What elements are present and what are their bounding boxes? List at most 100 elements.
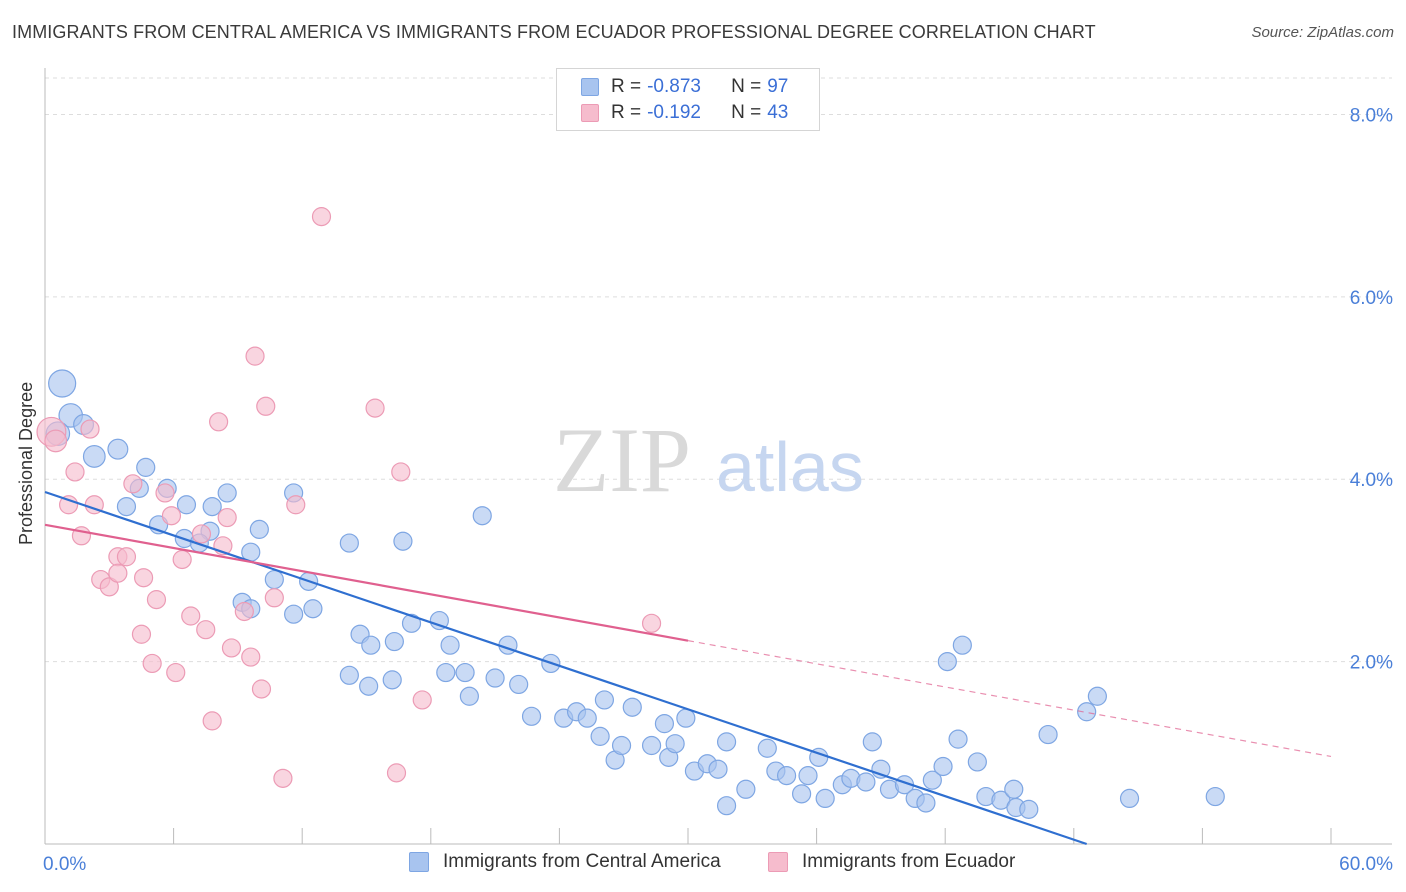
n-label: N = <box>731 102 762 123</box>
y-tick-label: 6.0% <box>1350 288 1393 309</box>
central-america-point <box>1119 788 1140 809</box>
central-america-point <box>1019 799 1039 819</box>
pink-swatch <box>581 104 599 122</box>
central-america-point <box>401 613 422 633</box>
series-central-america-points <box>45 369 1225 819</box>
central-america-point <box>509 674 529 695</box>
legend-row-central-america: R = -0.873 N = 97 <box>581 75 788 99</box>
ecuador-point <box>386 763 407 783</box>
ecuador-point <box>99 577 119 597</box>
ecuador-point <box>191 524 212 544</box>
r-value: -0.873 <box>647 76 701 97</box>
central-america-point <box>862 732 882 752</box>
central-america-point <box>1087 686 1107 706</box>
central-america-point <box>916 793 936 813</box>
central-america-point <box>922 770 942 790</box>
r-value: -0.192 <box>647 102 701 123</box>
series-ecuador-points <box>36 207 662 788</box>
ecuador-point <box>196 620 216 640</box>
watermark-zip: ZIP <box>553 409 691 511</box>
ecuador-point <box>241 647 261 667</box>
x-tick-label: 0.0% <box>43 854 86 875</box>
central-america-point <box>359 676 379 696</box>
ecuador-point <box>133 568 154 588</box>
central-america-point <box>136 457 156 477</box>
correlation-legend: R = -0.873 N = 97 R = -0.192 N = 43 <box>556 68 820 131</box>
central-america-point <box>48 369 77 398</box>
ecuador-point <box>365 398 385 418</box>
central-america-point <box>933 756 953 777</box>
central-america-point <box>937 652 957 672</box>
central-america-point <box>798 766 818 786</box>
n-label: N = <box>731 76 762 97</box>
central-america-point <box>590 726 610 746</box>
legend-item-central-america[interactable]: Immigrants from Central America <box>409 851 721 873</box>
ecuador-point <box>172 549 192 570</box>
central-america-point <box>455 662 475 683</box>
central-america-point <box>654 714 675 734</box>
ecuador-point <box>181 606 201 626</box>
central-america-point <box>1077 702 1097 722</box>
central-america-point <box>611 735 632 756</box>
r-label: R = <box>611 76 642 97</box>
central-america-point <box>382 670 402 690</box>
central-america-point <box>665 734 685 754</box>
source-label: Source: ZipAtlas.com <box>1251 24 1394 41</box>
central-america-point <box>815 788 835 809</box>
central-america-point <box>952 635 972 655</box>
central-america-point <box>791 784 812 804</box>
central-america-point <box>1205 786 1225 807</box>
ecuador-point <box>234 601 254 622</box>
central-america-point <box>856 772 876 792</box>
central-america-point <box>641 735 662 756</box>
grid-lines <box>45 77 1392 663</box>
ecuador-point <box>161 506 182 526</box>
legend-item-ecuador[interactable]: Immigrants from Ecuador <box>768 851 1015 873</box>
blue-swatch <box>581 78 599 96</box>
central-america-point <box>339 533 359 553</box>
central-america-point <box>429 610 449 631</box>
trend-line-extension <box>687 640 1332 758</box>
ecuador-point <box>80 419 100 439</box>
central-america-point <box>264 569 284 590</box>
central-america-point <box>736 779 756 799</box>
ecuador-point <box>391 462 411 482</box>
ecuador-point <box>202 711 222 731</box>
y-tick-label: 2.0% <box>1350 653 1393 674</box>
n-value: 97 <box>767 76 789 97</box>
central-america-point <box>116 496 137 517</box>
central-america-point <box>776 766 797 786</box>
central-america-point <box>284 604 304 624</box>
central-america-point <box>393 531 413 551</box>
r-label: R = <box>611 102 642 123</box>
ecuador-point <box>131 624 152 644</box>
central-america-point <box>577 708 597 728</box>
ecuador-point <box>286 495 306 515</box>
n-value: 43 <box>767 102 789 123</box>
legend-row-ecuador: R = -0.192 N = 43 <box>581 101 788 125</box>
central-america-point <box>459 686 479 706</box>
central-america-point <box>440 635 460 655</box>
central-america-point <box>82 445 106 468</box>
central-america-point <box>249 519 269 539</box>
central-america-point <box>716 732 737 752</box>
central-america-point <box>594 690 615 710</box>
legend-label: Immigrants from Central America <box>443 851 721 872</box>
legend-label: Immigrants from Ecuador <box>802 851 1016 872</box>
central-america-point <box>472 506 492 526</box>
ecuador-point <box>251 679 272 699</box>
watermark-atlas: atlas <box>716 428 864 506</box>
central-america-point <box>622 697 642 717</box>
ecuador-point <box>311 207 332 227</box>
trend-line <box>44 490 1088 846</box>
trend-line <box>44 523 689 642</box>
central-america-point <box>107 438 129 460</box>
central-america-point <box>708 759 728 779</box>
central-america-point <box>202 496 222 517</box>
ecuador-point <box>412 690 432 710</box>
blue-swatch <box>409 852 429 872</box>
central-america-point <box>436 662 456 683</box>
x-tick-label: 60.0% <box>1339 854 1393 875</box>
ecuador-point <box>155 483 175 503</box>
